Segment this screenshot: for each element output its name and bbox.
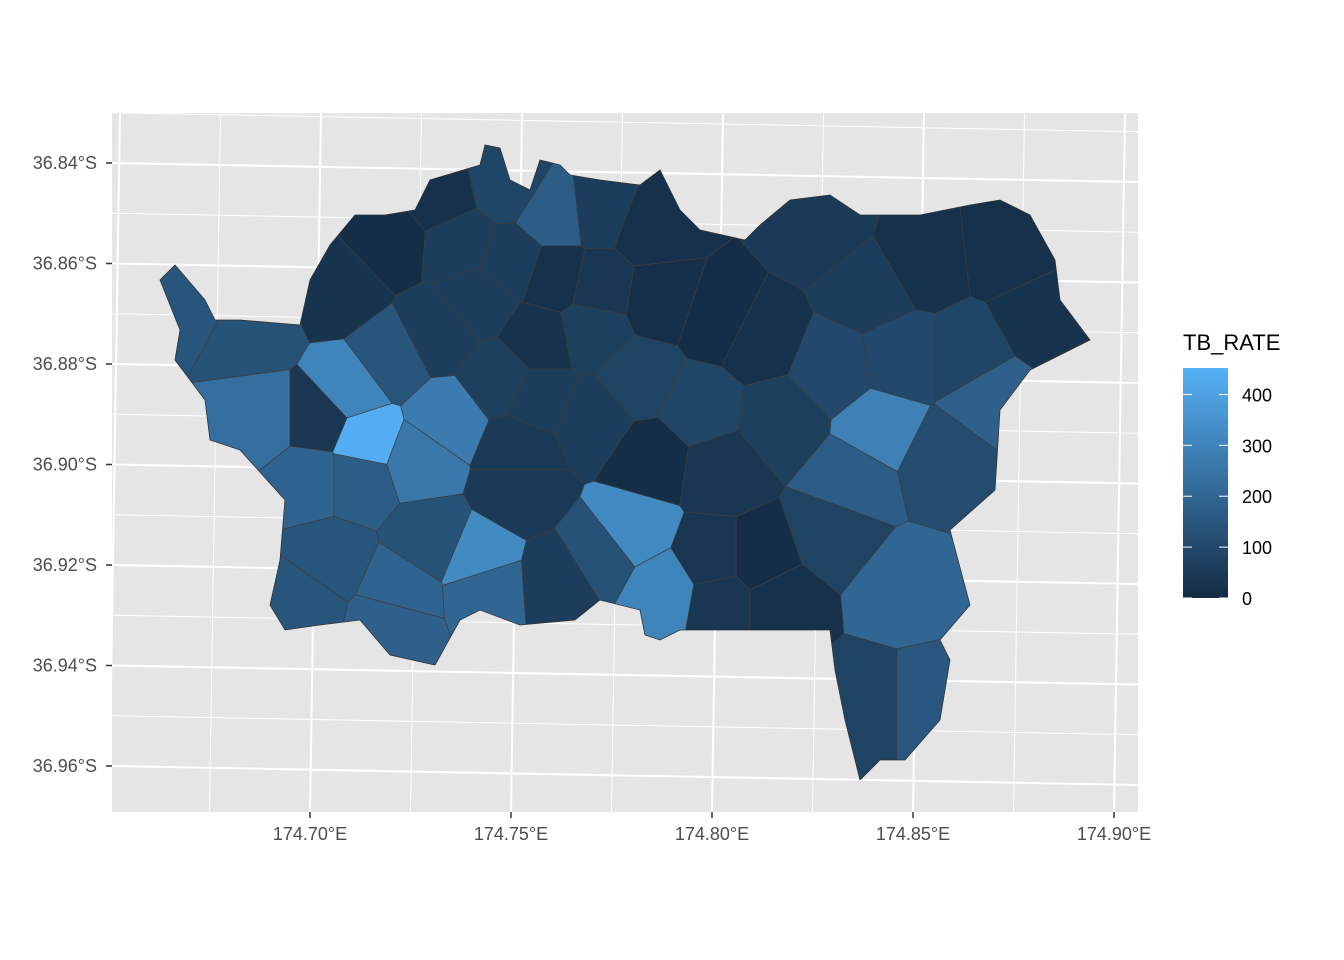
x-tick-label: 174.85°E [876, 824, 950, 844]
y-tick-label: 36.84°S [33, 153, 97, 173]
y-tick-label: 36.88°S [33, 354, 97, 374]
region [737, 374, 832, 488]
region [679, 429, 786, 517]
grid-line-lon [1113, 113, 1126, 812]
x-axis: 174.70°E 174.75°E 174.80°E 174.85°E 174.90°E [273, 812, 1151, 844]
grid-line-lon [1315, 113, 1326, 812]
legend-title: TB_RATE [1183, 330, 1280, 355]
grid-line-lat [112, 664, 1138, 686]
region [333, 453, 401, 532]
y-tick-label: 36.94°S [33, 656, 97, 676]
region [430, 266, 520, 342]
grid-line-lat [112, 765, 1138, 786]
grid-line-lon [209, 113, 221, 812]
grid-line-lat [112, 113, 1138, 133]
x-tick-label: 174.80°E [675, 824, 749, 844]
grid-line-lon [112, 113, 121, 685]
y-tick-label: 36.90°S [33, 455, 97, 475]
legend-label: 400 [1242, 385, 1272, 405]
x-tick-label: 174.75°E [474, 824, 548, 844]
grid-line-lat [112, 816, 1138, 835]
x-tick-label: 174.90°E [1077, 824, 1151, 844]
y-tick-label: 36.92°S [33, 555, 97, 575]
legend-label: 0 [1242, 589, 1252, 609]
land-outline [159, 144, 1091, 781]
legend-label: 200 [1242, 487, 1272, 507]
grid-line-lat [112, 162, 1138, 183]
legend: TB_RATE 400 300 200 100 0 [1183, 330, 1280, 609]
legend-label: 100 [1242, 538, 1272, 558]
legend-colorbar [1183, 368, 1228, 598]
grid-line-lat [112, 715, 1138, 736]
legend-label: 300 [1242, 436, 1272, 456]
y-tick-label: 36.86°S [33, 254, 97, 274]
y-axis: 36.84°S 36.86°S 36.88°S 36.90°S 36.92°S 36.94… [33, 153, 112, 776]
y-tick-label: 36.96°S [33, 756, 97, 776]
x-tick-label: 174.70°E [273, 824, 347, 844]
region [560, 303, 636, 375]
